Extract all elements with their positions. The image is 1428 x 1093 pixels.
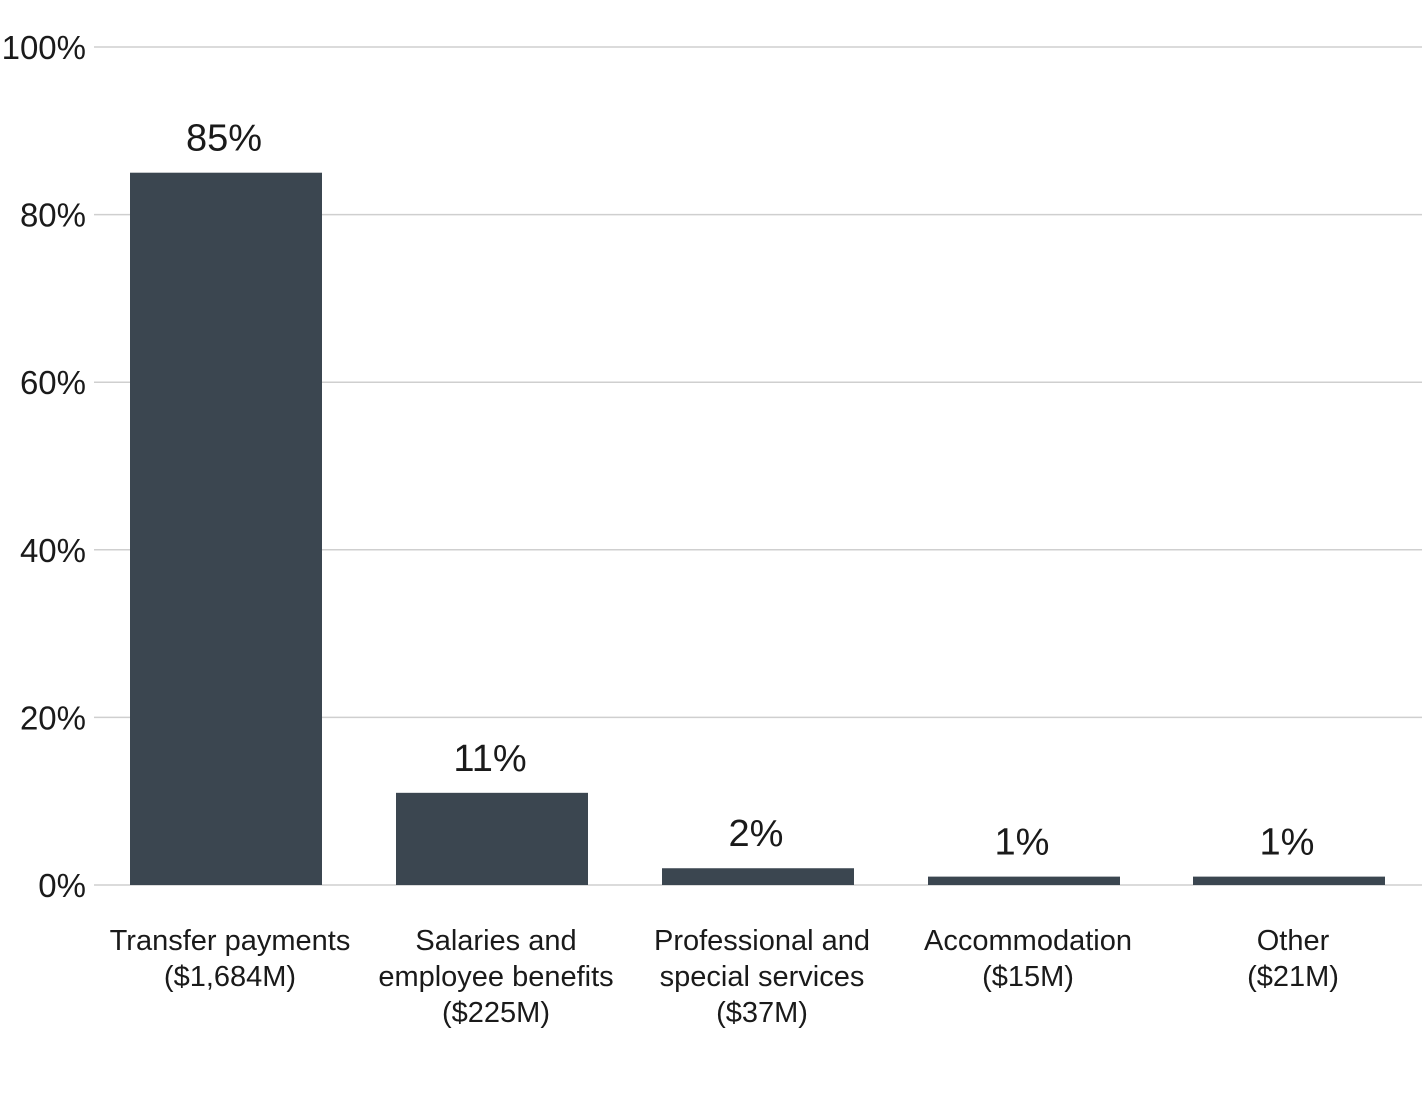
y-tick-label: 20% xyxy=(20,699,86,736)
y-tick-label: 60% xyxy=(20,364,86,401)
x-category-label-line: ($15M) xyxy=(982,961,1074,993)
x-category-label: Accommodation ($15M) xyxy=(924,925,1132,993)
x-category-label-line: employee benefits xyxy=(378,961,613,993)
x-category-label-line: Other xyxy=(1257,925,1330,957)
x-category-label-line: Accommodation xyxy=(924,925,1132,957)
x-axis-categories: Transfer payments ($1,684M) Salaries and em… xyxy=(110,925,1339,1029)
x-category-label: Professional and special services ($37M) xyxy=(654,925,870,1029)
bar xyxy=(1193,876,1385,885)
bar xyxy=(662,868,854,885)
bar xyxy=(396,792,588,885)
data-labels: 85% 11% 2% 1% 1% xyxy=(186,118,1314,864)
x-category-label-line: ($21M) xyxy=(1247,961,1339,993)
bar-value-label: 1% xyxy=(995,822,1050,864)
bars xyxy=(130,172,1385,885)
y-tick-label: 0% xyxy=(38,867,86,904)
bar xyxy=(130,172,322,885)
x-category-label-line: special services xyxy=(660,961,865,993)
x-category-label-line: Salaries and xyxy=(415,925,576,957)
x-category-label: Other ($21M) xyxy=(1247,925,1339,993)
y-tick-label: 40% xyxy=(20,532,86,569)
y-tick-label: 80% xyxy=(20,197,86,234)
x-category-label: Transfer payments ($1,684M) xyxy=(110,925,351,993)
x-category-label-line: ($225M) xyxy=(442,997,550,1029)
x-category-label-line: ($37M) xyxy=(716,997,808,1029)
x-category-label-line: Professional and xyxy=(654,925,870,957)
x-category-label-line: Transfer payments xyxy=(110,925,351,957)
bar-value-label: 11% xyxy=(453,738,526,780)
y-axis-ticks: 0% 20% 40% 60% 80% 100% xyxy=(2,29,86,904)
bar-value-label: 1% xyxy=(1260,822,1315,864)
bar xyxy=(928,876,1120,885)
bar-value-label: 2% xyxy=(729,813,784,855)
x-category-label: Salaries and employee benefits ($225M) xyxy=(378,925,613,1029)
y-tick-label: 100% xyxy=(2,29,86,66)
bar-value-label: 85% xyxy=(186,118,262,160)
x-category-label-line: ($1,684M) xyxy=(164,961,296,993)
